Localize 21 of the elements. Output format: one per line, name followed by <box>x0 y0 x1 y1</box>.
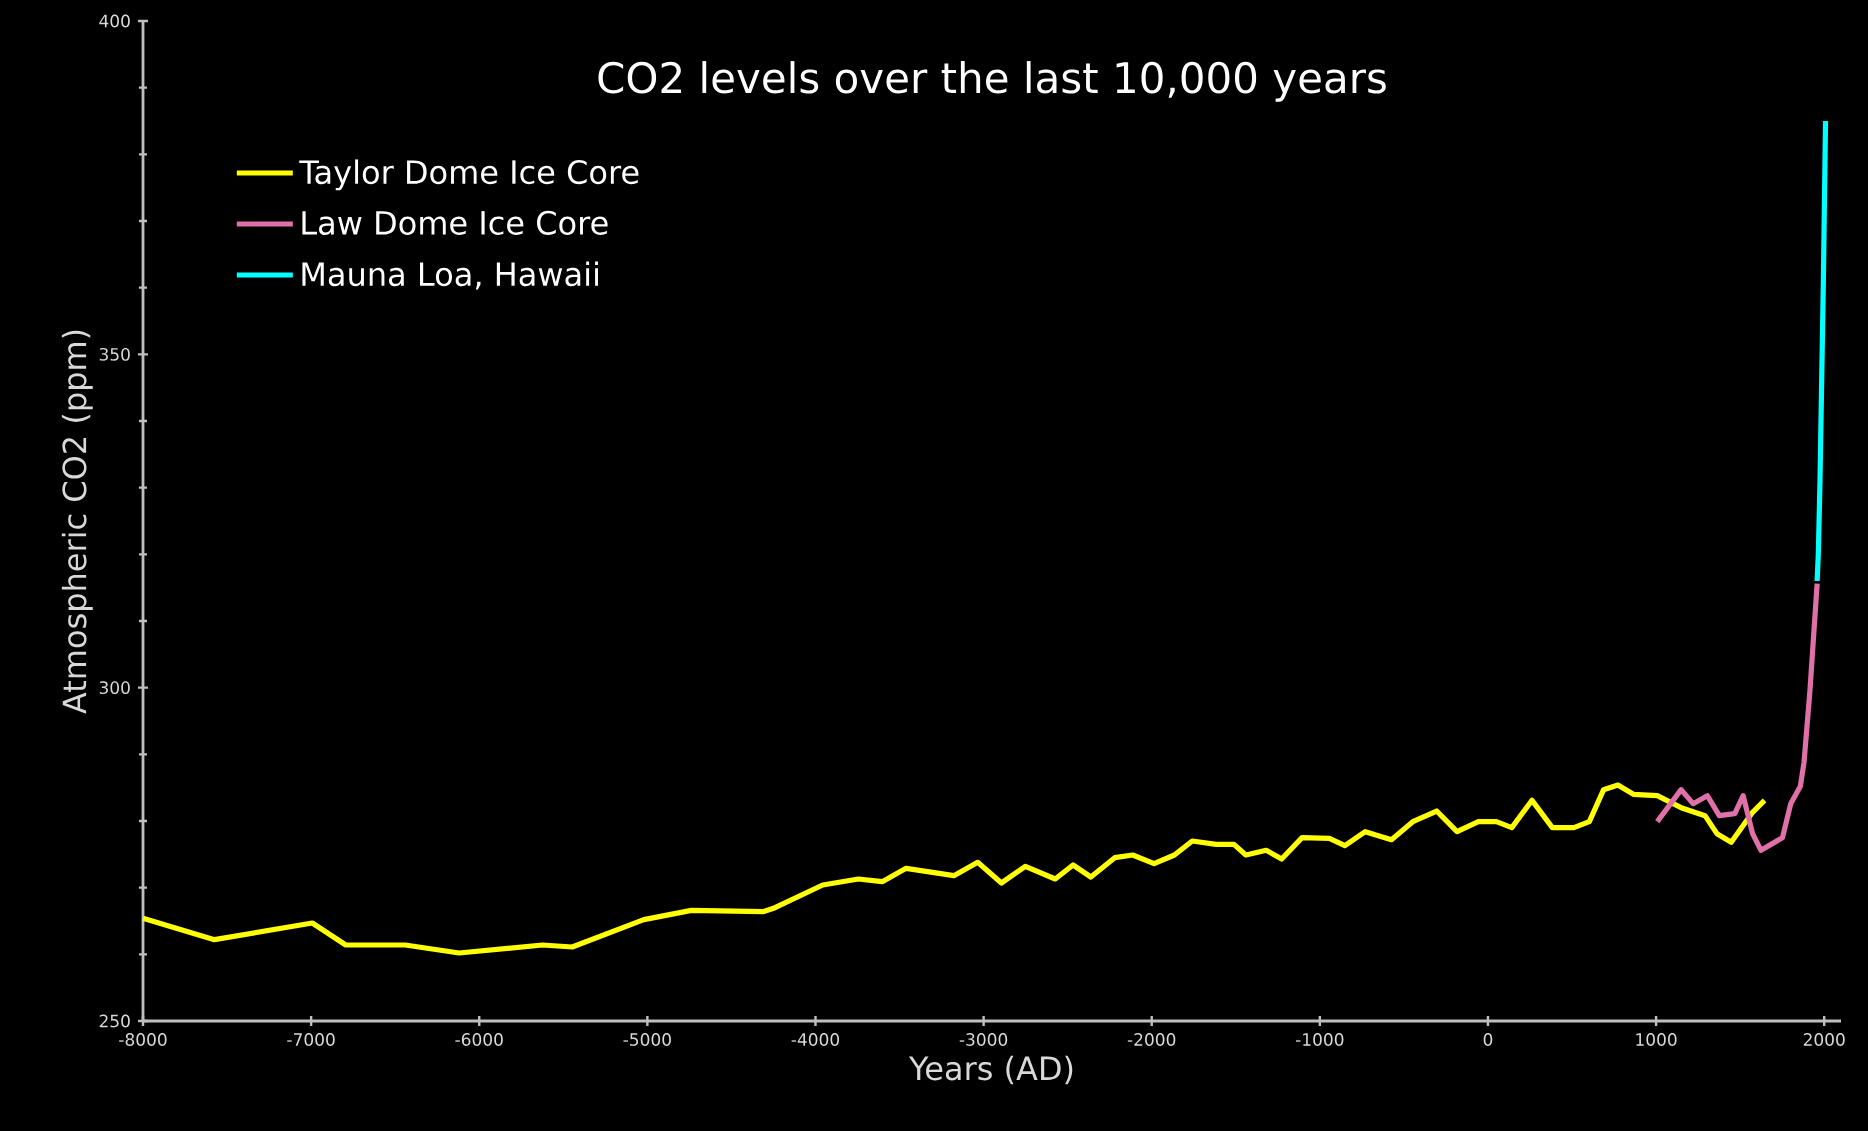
x-tick-label: -7000 <box>287 1033 335 1046</box>
legend-label: Law Dome Ice Core <box>302 210 608 235</box>
x-tick-label: -2000 <box>1127 1033 1176 1046</box>
x-tick-label: -5000 <box>623 1033 671 1046</box>
y-axis-title: Atmospheric CO2 (ppm) <box>61 330 93 714</box>
x-tick-label: -4000 <box>791 1033 840 1046</box>
x-tick-label: 1000 <box>1636 1033 1677 1046</box>
text: CO2 levels over the last 10,000 years <box>598 61 1386 102</box>
legend-label: Mauna Loa, Hawaii <box>302 261 598 290</box>
x-tick-label: 0 <box>1483 1033 1493 1046</box>
x-tick-label: -1000 <box>1295 1033 1344 1046</box>
x-tick-label: -6000 <box>455 1033 503 1046</box>
y-tick-label: 300 <box>99 681 130 695</box>
x-tick-label: -8000 <box>119 1033 167 1046</box>
x-axis-title: Years (AD) <box>908 1055 1073 1085</box>
y-tick-label: 250 <box>99 1014 130 1028</box>
y-tick-label: 400 <box>99 14 130 28</box>
legend-label: Taylor Dome Ice Core <box>299 159 639 191</box>
x-tick-label: 2000 <box>1803 1033 1845 1046</box>
y-tick-label: 350 <box>99 347 130 361</box>
x-tick-label: -3000 <box>959 1033 1008 1046</box>
